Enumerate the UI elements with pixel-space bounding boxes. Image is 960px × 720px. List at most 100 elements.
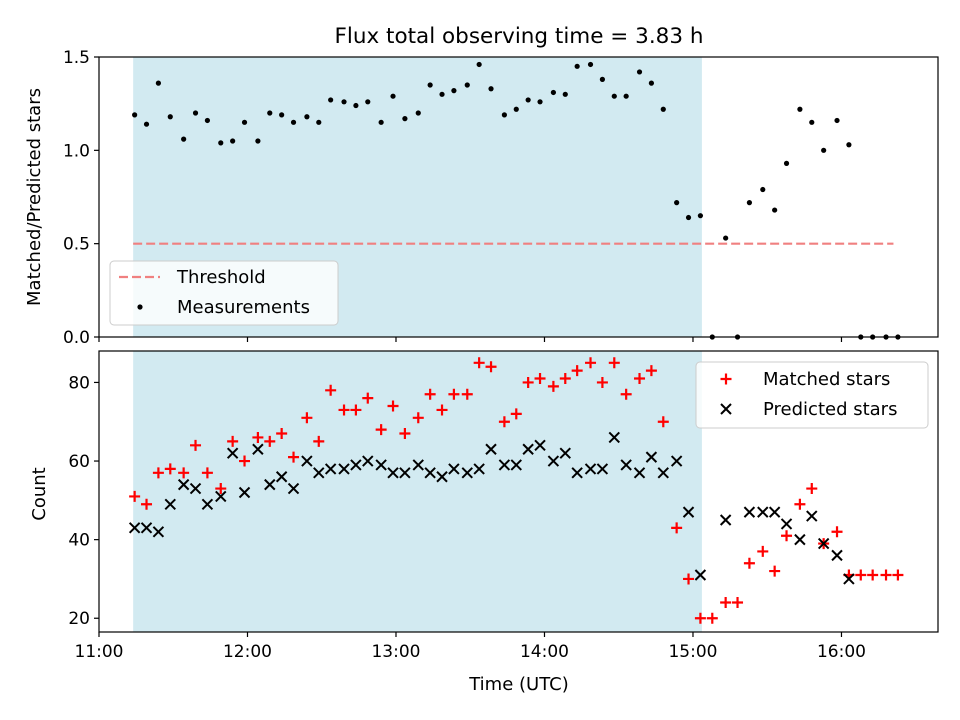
measurement-point — [402, 116, 408, 122]
predicted-star-point — [448, 463, 460, 475]
predicted-star-point — [164, 498, 176, 510]
measurement-point — [501, 112, 507, 118]
matched-star-point — [301, 412, 313, 424]
predicted-star-point — [534, 439, 546, 452]
measurement-point — [783, 160, 790, 166]
measurement-point — [290, 119, 297, 125]
predicted-star-point — [670, 455, 683, 467]
matched-star-point — [288, 451, 300, 463]
measurement-point — [328, 97, 334, 103]
top-y-axis-label: Matched/Predicted stars — [24, 88, 45, 306]
legend: Threshold Measurements — [109, 260, 339, 326]
plot-frame — [98, 56, 939, 338]
matched-star-point — [473, 357, 485, 369]
count-panel: 20 40 60 80 11:00 12:00 13:00 14:00 15:00 16:00 Ma… — [68, 350, 939, 662]
predicted-star-point — [485, 443, 497, 455]
matched-star-point — [412, 412, 424, 424]
x-tick-label: 11:00 — [75, 642, 124, 662]
matched-star-point — [350, 404, 362, 416]
predicted-star-point — [608, 431, 620, 444]
measurement-point — [316, 119, 322, 125]
predicted-star-point — [152, 526, 165, 538]
matched-star-point — [781, 530, 793, 542]
predicted-star-point — [584, 463, 597, 475]
matched-star-point — [436, 404, 448, 416]
matched-star-point — [720, 597, 732, 609]
x-tick-label: 12:00 — [223, 642, 272, 662]
matched-star-point — [657, 416, 669, 428]
predicted-star-point — [682, 506, 695, 518]
measurement-point — [378, 119, 384, 125]
matched-star-point — [769, 565, 781, 577]
predicted-star-point — [645, 451, 658, 463]
matched-star-point — [831, 526, 843, 538]
matched-star-point — [634, 373, 646, 385]
measurement-point — [304, 114, 310, 120]
legend-box — [109, 260, 339, 326]
x-tick-label: 15:00 — [668, 642, 717, 662]
measurement-point — [464, 82, 470, 88]
matched-star-point — [706, 612, 718, 624]
predicted-star-point — [522, 443, 534, 455]
matched-star-point — [252, 431, 264, 443]
measurement-point — [488, 86, 494, 92]
measurement-point — [834, 117, 840, 124]
measurement-point — [181, 136, 187, 142]
measurement-point — [167, 114, 173, 120]
legend-measurement-swatch — [137, 304, 143, 310]
y-tick-label: 1.5 — [63, 48, 90, 68]
matched-star-point — [276, 428, 288, 440]
predicted-star-point — [252, 443, 264, 455]
predicted-star-point — [743, 506, 756, 518]
predicted-star-point — [301, 455, 313, 467]
matched-star-point — [510, 408, 522, 420]
measurement-point — [255, 138, 261, 144]
measurement-point — [723, 235, 729, 241]
predicted-star-point — [768, 506, 781, 518]
predicted-star-point — [657, 467, 669, 479]
matched-star-point — [683, 573, 695, 585]
measurement-point — [218, 140, 224, 146]
legend-predicted-label: Predicted stars — [763, 399, 897, 420]
predicted-star-point — [201, 498, 214, 510]
predicted-star-point — [350, 459, 362, 471]
matched-star-point — [559, 373, 571, 385]
measurement-point — [797, 106, 803, 112]
matched-star-point — [424, 388, 436, 400]
matched-star-point — [461, 388, 473, 400]
matched-star-point — [227, 435, 239, 447]
matched-star-point — [141, 498, 153, 510]
bottom-y-axis-label: Count — [29, 467, 50, 520]
predicted-star-point — [547, 455, 560, 467]
matched-star-point — [585, 357, 597, 369]
measurement-point — [550, 89, 556, 96]
legend-measurement-label: Measurements — [177, 297, 310, 318]
matched-star-point — [164, 463, 176, 475]
legend: Matched stars Predicted stars — [695, 361, 929, 429]
matched-star-point — [152, 467, 164, 479]
measurement-point — [574, 63, 580, 69]
matched-star-point — [855, 569, 867, 581]
predicted-star-point — [140, 522, 153, 534]
y-tick-label: 0.0 — [63, 328, 90, 348]
predicted-star-point — [264, 478, 276, 491]
measurement-point — [846, 142, 852, 148]
measurement-point — [143, 121, 150, 127]
measurement-point — [697, 213, 704, 219]
measurement-point — [636, 69, 643, 75]
matched-star-point — [448, 388, 460, 400]
matched-star-point — [880, 569, 892, 581]
measurement-point — [525, 97, 531, 103]
predicted-star-point — [324, 463, 337, 475]
x-tick-label: 13:00 — [371, 642, 420, 662]
measurement-point — [562, 91, 568, 97]
plot-frame — [98, 350, 939, 633]
matched-star-point — [201, 467, 213, 479]
matched-star-point — [571, 365, 583, 377]
predicted-star-point — [461, 467, 473, 479]
predicted-star-point — [424, 467, 436, 479]
matched-star-point — [239, 455, 251, 467]
predicted-star-point — [313, 467, 325, 479]
matched-star-point — [596, 376, 608, 388]
